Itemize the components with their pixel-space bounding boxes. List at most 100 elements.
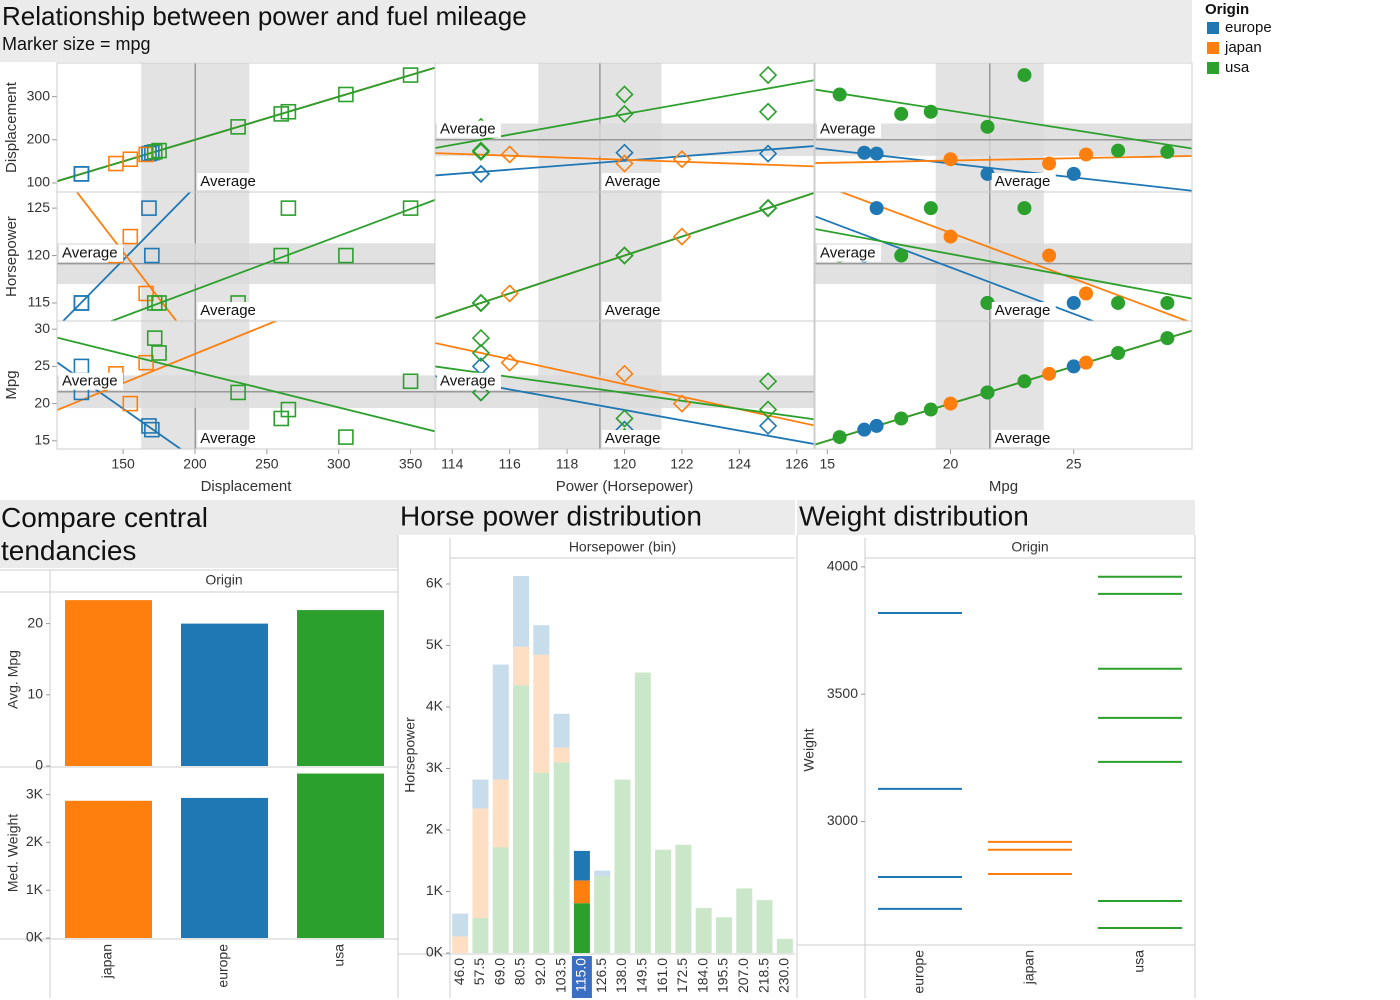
point: [672, 227, 692, 246]
x-tick-label: 126: [785, 456, 809, 472]
y-axis-label: Displacement: [3, 81, 20, 173]
point: [141, 418, 157, 434]
y-tick-label: 3K: [426, 759, 444, 775]
point: [1017, 374, 1032, 389]
bar-segment: [553, 762, 570, 953]
x-tick-label: 350: [399, 456, 423, 472]
reference-label: Average: [62, 245, 118, 262]
point: [894, 248, 909, 263]
x-tick-label: 114: [441, 456, 464, 472]
legend-swatch: [1207, 62, 1219, 74]
reference-label: Average: [820, 121, 876, 138]
bar-segment: [594, 870, 611, 877]
y-tick-label: 3500: [827, 685, 858, 701]
point: [1111, 143, 1126, 158]
x-tick-label: usa: [331, 944, 347, 967]
point: [1160, 144, 1175, 159]
point: [615, 246, 634, 265]
trend-line: [57, 361, 183, 449]
trend-line: [57, 336, 435, 433]
label-bg: [991, 302, 1056, 319]
bar: [65, 600, 152, 766]
label-bg: [197, 302, 262, 319]
section-title: Weight distribution: [799, 500, 1029, 531]
point: [1079, 286, 1094, 301]
panel: [815, 321, 1192, 449]
bar: [297, 610, 384, 766]
bar: [181, 797, 268, 938]
legend-title: Origin: [1205, 1, 1249, 18]
x-tick-label: 80.5: [512, 958, 528, 985]
point: [73, 358, 90, 375]
bar-segment: [756, 900, 773, 953]
point: [1160, 295, 1175, 310]
label-bg: [991, 173, 1056, 190]
bar-segment: [492, 664, 509, 780]
point: [500, 353, 519, 372]
bar-segment: [492, 847, 509, 953]
point: [230, 119, 246, 135]
bar-segment: [573, 880, 590, 904]
point: [615, 409, 634, 428]
point: [980, 166, 995, 181]
point: [758, 102, 778, 121]
section-band: [398, 500, 795, 535]
point: [758, 416, 778, 436]
point: [146, 330, 163, 346]
section-title: Horse power distribution: [400, 500, 702, 531]
point: [1160, 331, 1175, 346]
bar-segment: [594, 876, 611, 953]
reference-label: Average: [62, 373, 118, 390]
x-tick-label: 15: [820, 456, 836, 472]
point: [280, 401, 297, 418]
point: [758, 65, 778, 85]
y-axis-label: Med. Weight: [5, 814, 21, 892]
point: [138, 354, 154, 371]
bar-segment: [533, 654, 550, 773]
x-axis-label: Power (Horsepower): [556, 478, 694, 495]
panel-frame: [434, 320, 815, 450]
y-axis-label: Horsepower: [3, 216, 20, 297]
point: [832, 430, 847, 445]
bar-segment: [472, 808, 489, 918]
y-tick-label: 2K: [26, 833, 44, 849]
reference-label: Average: [440, 373, 496, 390]
bar-segment: [553, 747, 570, 763]
bar-segment: [513, 685, 530, 953]
y-tick-label: 3K: [26, 785, 44, 801]
label-bg: [601, 430, 666, 447]
y-tick-label: 4000: [827, 558, 858, 574]
point: [471, 164, 491, 184]
point: [1042, 248, 1057, 263]
x-tick-label: 25: [1066, 456, 1082, 472]
y-tick-label: 1K: [426, 882, 444, 898]
reference-label: Average: [200, 173, 256, 190]
trend-line: [435, 342, 814, 427]
point: [402, 373, 419, 390]
y-tick-label: 3000: [827, 812, 858, 828]
point: [980, 119, 995, 134]
point: [471, 328, 491, 348]
point: [138, 285, 154, 302]
x-tick-label: 218.5: [755, 958, 771, 993]
y-tick-label: 20: [34, 394, 50, 410]
point: [280, 103, 297, 120]
x-tick-label: 138.0: [613, 958, 629, 993]
point: [471, 343, 491, 363]
x-axis-label: Mpg: [989, 478, 1018, 495]
y-tick-label: 20: [27, 614, 43, 630]
x-tick-label: 172.5: [674, 958, 690, 993]
point: [615, 85, 634, 104]
reference-label: Average: [200, 430, 256, 447]
point: [943, 396, 958, 411]
point: [758, 400, 778, 419]
point: [108, 155, 124, 172]
point: [758, 144, 778, 163]
trend-line: [109, 199, 435, 321]
x-tick-label: europe: [215, 944, 231, 988]
x-tick-label: 230.0: [776, 958, 792, 993]
point: [151, 142, 167, 159]
point: [894, 106, 909, 121]
reference-label: Average: [200, 302, 256, 319]
